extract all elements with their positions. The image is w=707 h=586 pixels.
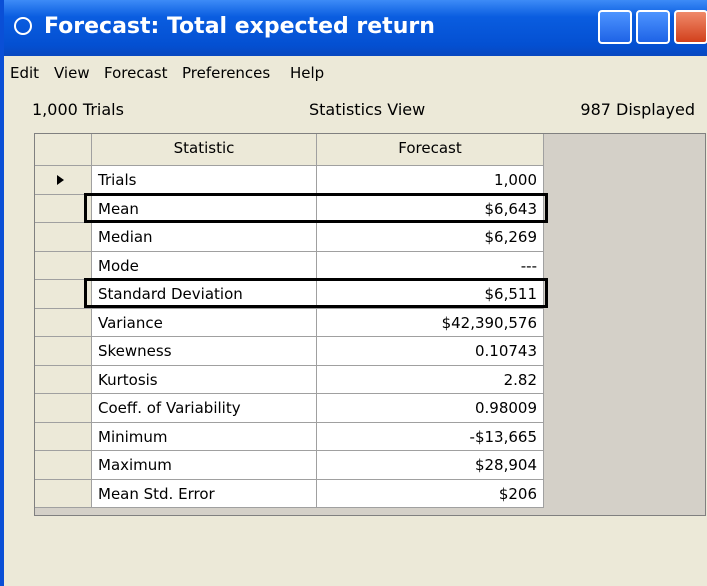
row-header	[35, 280, 92, 309]
row-header	[35, 223, 92, 252]
row-header	[35, 166, 92, 195]
view-status: Statistics View	[309, 100, 426, 119]
menu-item[interactable]: Preferences	[182, 64, 271, 82]
statistic-name: Coeff. of Variability	[92, 394, 317, 423]
row-header	[35, 337, 92, 366]
row-header	[35, 451, 92, 480]
highlight-box	[84, 278, 548, 308]
column-header: Forecast	[317, 134, 544, 166]
title-bar: Forecast: Total expected return	[4, 0, 707, 56]
row-header	[35, 365, 92, 394]
statistic-name: Mean Std. Error	[92, 479, 317, 508]
maximize-button[interactable]	[636, 10, 670, 44]
forecast-value: ---	[317, 251, 544, 280]
forecast-value: 0.98009	[317, 394, 544, 423]
forecast-value: $42,390,576	[317, 308, 544, 337]
menu-item[interactable]: Forecast	[104, 64, 168, 82]
forecast-value: $6,643	[317, 194, 544, 223]
statistic-name: Variance	[92, 308, 317, 337]
menu-item[interactable]: Help	[290, 64, 325, 82]
statistic-name: Median	[92, 223, 317, 252]
row-header	[35, 422, 92, 451]
forecast-value: 0.10743	[317, 337, 544, 366]
menu-item[interactable]: Edit	[10, 64, 40, 82]
statistic-name: Standard Deviation	[92, 280, 317, 309]
window-title: Forecast: Total expected return	[44, 14, 435, 39]
row-header-corner	[35, 134, 92, 166]
row-header	[35, 394, 92, 423]
forecast-value: $28,904	[317, 451, 544, 480]
statistic-name: Maximum	[92, 451, 317, 480]
statistic-name: Mode	[92, 251, 317, 280]
forecast-value: 1,000	[317, 166, 544, 195]
row-header	[35, 194, 92, 223]
close-button[interactable]	[674, 10, 707, 44]
statistic-name: Skewness	[92, 337, 317, 366]
menu-item[interactable]: View	[54, 64, 90, 82]
statistics-grid: Statistic Forecast Trials 1,000 Mean $6,643 Me…	[34, 133, 706, 516]
forecast-value: $6,511	[317, 280, 544, 309]
minimize-button[interactable]	[598, 10, 632, 44]
forecast-value: 2.82	[317, 365, 544, 394]
column-header: Statistic	[92, 134, 317, 166]
app-icon	[14, 17, 32, 35]
row-header	[35, 308, 92, 337]
trials-status: 1,000 Trials	[32, 100, 124, 119]
menu-bar: Edit View Forecast Preferences Help	[4, 56, 707, 88]
highlight-box	[84, 192, 548, 223]
forecast-value: -$13,665	[317, 422, 544, 451]
displayed-status: 987 Displayed	[580, 100, 695, 119]
statistic-name: Kurtosis	[92, 365, 317, 394]
statistic-name: Minimum	[92, 422, 317, 451]
forecast-value: $206	[317, 479, 544, 508]
row-header	[35, 251, 92, 280]
statistic-name: Mean	[92, 194, 317, 223]
forecast-value: $6,269	[317, 223, 544, 252]
row-header	[35, 479, 92, 508]
statistic-name: Trials	[92, 166, 317, 195]
